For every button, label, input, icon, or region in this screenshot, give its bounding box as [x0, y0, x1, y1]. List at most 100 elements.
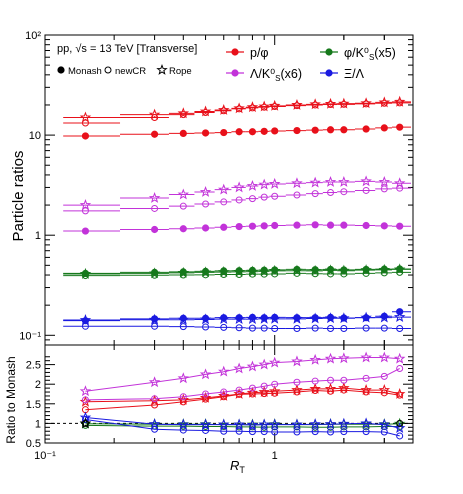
legend-label: newCR — [115, 66, 146, 77]
y-tick-label: 0.5 — [26, 438, 41, 450]
data-point — [311, 101, 319, 109]
legend-marker — [57, 66, 65, 74]
data-point — [81, 207, 89, 215]
data-point — [268, 312, 281, 324]
data-point — [246, 101, 259, 113]
data-point — [393, 177, 406, 189]
data-point — [233, 102, 245, 114]
ratio-point — [220, 388, 228, 396]
ratio-point — [291, 384, 303, 395]
species-legend-item-3: Λ/K⁰S(x6) — [226, 67, 302, 83]
species-legend-item-1: p/φ — [226, 46, 269, 60]
data-point — [378, 96, 391, 108]
ratio-point — [79, 385, 92, 397]
data-point — [177, 266, 190, 278]
legend-marker — [325, 69, 333, 77]
ratio-point — [324, 382, 337, 394]
data-point — [309, 264, 321, 276]
ratio-point — [293, 388, 301, 396]
ratio-point — [177, 372, 190, 384]
ratio-point — [396, 365, 404, 373]
ratio-point — [362, 388, 370, 396]
ratio-point — [177, 393, 190, 405]
data-point — [309, 98, 321, 110]
ratio-point — [246, 386, 259, 398]
data-point — [246, 313, 259, 325]
data-point — [396, 324, 404, 332]
series--rope — [63, 311, 411, 325]
data-point — [291, 98, 303, 110]
data-point — [311, 324, 319, 332]
ratio-series-p-newcr — [81, 386, 404, 414]
data-point — [199, 266, 212, 278]
data-point — [291, 312, 303, 324]
ratio-point — [258, 418, 270, 430]
ratio-point — [260, 428, 268, 436]
species-legend: p/φ φ/K⁰S(x5) Λ/K⁰S(x6) Ξ/Λ — [226, 46, 396, 83]
data-point — [248, 222, 257, 230]
ratio-point — [380, 423, 388, 431]
marker-legend: Monash newCR Rope — [57, 63, 192, 77]
ratio-point — [220, 427, 228, 435]
data-point — [268, 177, 281, 189]
legend-label: p/φ — [250, 46, 269, 60]
data-point — [327, 189, 335, 197]
ratio-point — [293, 428, 301, 436]
data-point — [311, 126, 319, 134]
data-point — [233, 181, 245, 193]
data-point — [235, 222, 243, 231]
y-tick-label: 10⁻¹ — [19, 330, 41, 342]
data-point — [360, 264, 372, 275]
x-tick-label: 1 — [272, 450, 278, 462]
ratio-point — [338, 417, 350, 429]
data-point — [396, 99, 404, 107]
marker-legend-item-monash: Monash — [57, 66, 102, 77]
ratio-series--rope — [79, 411, 406, 433]
ratio-point — [81, 415, 89, 423]
data-point — [380, 222, 388, 230]
data-point — [199, 105, 212, 117]
data-point — [260, 193, 268, 201]
ratio-point — [362, 374, 370, 382]
data-point — [393, 95, 406, 107]
data-point — [246, 265, 259, 277]
data-point — [360, 311, 372, 323]
data-point — [271, 192, 279, 200]
data-point — [218, 313, 230, 325]
ratio-point — [199, 391, 212, 403]
data-point — [220, 107, 228, 115]
data-point — [360, 97, 372, 109]
data-point — [268, 99, 281, 111]
ratio-point — [268, 385, 281, 397]
data-point — [179, 323, 187, 331]
data-point — [293, 102, 301, 110]
data-point — [202, 109, 210, 117]
data-point — [340, 100, 348, 108]
legend-label: Monash — [68, 66, 102, 77]
ratio-point — [179, 393, 187, 401]
data-point — [220, 270, 228, 278]
data-point — [338, 97, 350, 109]
ratio-point — [311, 377, 319, 385]
ratio-point — [327, 376, 335, 384]
ratio-point — [291, 418, 303, 430]
series-k-s-x6-newcr — [63, 184, 411, 215]
data-point — [324, 175, 337, 187]
data-point — [199, 185, 212, 197]
y-tick-label: 10² — [25, 30, 41, 42]
ratio-point — [327, 387, 335, 395]
legend-marker — [156, 63, 168, 75]
data-point — [81, 322, 89, 330]
data-point — [378, 311, 391, 323]
data-point — [179, 271, 187, 279]
y-tick-label: 1 — [35, 230, 41, 242]
data-point — [380, 124, 388, 132]
data-point — [81, 132, 90, 140]
data-point — [151, 204, 159, 212]
data-point — [258, 178, 270, 190]
data-point — [81, 227, 90, 235]
legend-marker — [325, 48, 333, 56]
annotation: pp, √s = 13 TeV [Transverse] — [57, 43, 197, 55]
data-point — [151, 322, 159, 330]
data-point — [202, 271, 210, 279]
